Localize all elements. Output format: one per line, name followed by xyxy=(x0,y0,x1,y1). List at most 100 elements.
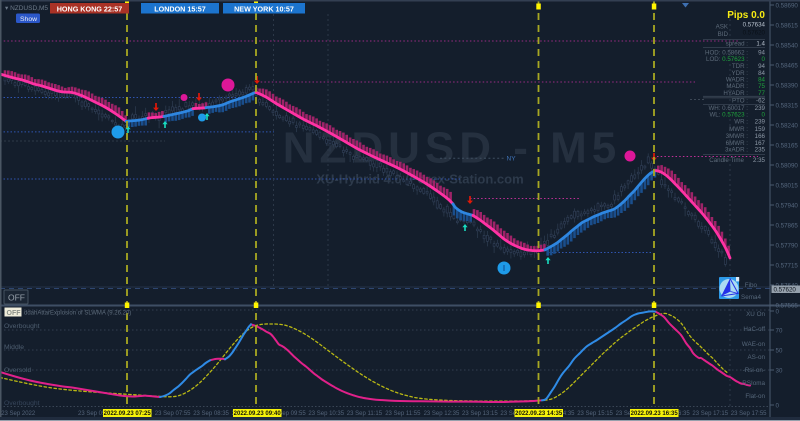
svg-text:Overbought: Overbought xyxy=(4,323,40,330)
svg-text:2022.09.23 14:35: 2022.09.23 14:35 xyxy=(515,411,563,417)
svg-text:0: 0 xyxy=(776,308,780,315)
svg-text:30: 30 xyxy=(776,367,783,374)
svg-text:HaC-off: HaC-off xyxy=(743,326,765,333)
svg-text:77: 77 xyxy=(758,90,765,97)
svg-text:ASK: ASK xyxy=(716,24,729,31)
svg-text:HONG KONG 22:57: HONG KONG 22:57 xyxy=(57,4,123,13)
svg-text:23 Sep 17:15: 23 Sep 17:15 xyxy=(692,411,728,417)
svg-text:NZDUSD - M5: NZDUSD - M5 xyxy=(283,124,622,173)
svg-text:0.57565: 0.57565 xyxy=(776,302,799,309)
svg-text:Overbought: Overbought xyxy=(4,400,40,407)
svg-text:0.57620: 0.57620 xyxy=(774,287,797,294)
svg-text:Flat-on: Flat-on xyxy=(745,393,765,400)
svg-text:PTO :: PTO : xyxy=(732,97,748,104)
svg-text:0.57865: 0.57865 xyxy=(776,222,799,229)
svg-text:0.58015: 0.58015 xyxy=(776,182,799,189)
svg-text:Middle: Middle xyxy=(4,344,24,351)
svg-text:50: 50 xyxy=(776,347,783,354)
svg-text:Oversold: Oversold xyxy=(4,367,31,374)
svg-text:WR :: WR : xyxy=(734,119,748,126)
svg-text:23 Sep 15:15: 23 Sep 15:15 xyxy=(577,411,613,417)
svg-text:0.58465: 0.58465 xyxy=(776,62,799,69)
svg-text:0.58315: 0.58315 xyxy=(776,102,799,109)
svg-text:0: 0 xyxy=(762,56,766,63)
svg-text:2022.09.23 09:40: 2022.09.23 09:40 xyxy=(234,411,282,417)
svg-text:23 Sep 10:35: 23 Sep 10:35 xyxy=(308,411,344,417)
svg-text:▾ NZDUSD,M5: ▾ NZDUSD,M5 xyxy=(5,5,48,12)
svg-text:BID: BID xyxy=(718,31,729,38)
svg-text:WL: 0.57623 :: WL: 0.57623 : xyxy=(709,112,748,119)
svg-text:23 Sep 09:55: 23 Sep 09:55 xyxy=(270,411,306,417)
svg-text:23 Sep 2022: 23 Sep 2022 xyxy=(1,411,36,417)
svg-text:0.58390: 0.58390 xyxy=(776,82,799,89)
svg-text:23 Sep 17:55: 23 Sep 17:55 xyxy=(731,411,767,417)
svg-text:0: 0 xyxy=(776,402,780,409)
svg-text:167: 167 xyxy=(755,140,766,147)
svg-text:23 Sep 11:55: 23 Sep 11:55 xyxy=(385,411,421,417)
svg-text:0.57634: 0.57634 xyxy=(743,22,766,29)
svg-text:WAE-on: WAE-on xyxy=(742,341,766,348)
svg-text:TDR :: TDR : xyxy=(732,63,748,70)
svg-text:-62: -62 xyxy=(756,97,766,104)
svg-text:spread :: spread : xyxy=(726,41,749,48)
svg-text:0.58165: 0.58165 xyxy=(776,142,799,149)
svg-text:70: 70 xyxy=(776,327,783,334)
svg-text:Fibo: Fibo xyxy=(745,282,758,289)
svg-text:0.57715: 0.57715 xyxy=(776,262,799,269)
svg-text:Pips 0.0: Pips 0.0 xyxy=(727,10,765,21)
svg-text:0.57620: 0.57620 xyxy=(743,30,766,37)
svg-text:WH: 0.60017 :: WH: 0.60017 : xyxy=(708,105,748,112)
svg-text:LOD: 0.57623 :: LOD: 0.57623 : xyxy=(706,56,748,63)
svg-text:84: 84 xyxy=(758,77,765,84)
svg-text:WADR :: WADR : xyxy=(726,77,748,84)
svg-text:-Rsi-on-: -Rsi-on- xyxy=(743,367,765,374)
svg-text:Show: Show xyxy=(20,16,37,23)
svg-text:166: 166 xyxy=(755,133,766,140)
svg-text:0.57790: 0.57790 xyxy=(776,242,799,249)
svg-text:94: 94 xyxy=(758,63,765,70)
svg-text:HOD: 0.58662 :: HOD: 0.58662 : xyxy=(705,49,748,56)
svg-text:Sema4: Sema4 xyxy=(741,294,761,301)
svg-text:84: 84 xyxy=(758,70,765,77)
svg-text:1.4: 1.4 xyxy=(756,41,765,48)
svg-text:HYADR :: HYADR : xyxy=(723,90,748,97)
svg-text:2022.09.23 16:35: 2022.09.23 16:35 xyxy=(631,411,679,417)
svg-text:239: 239 xyxy=(755,105,766,112)
svg-text:0.57940: 0.57940 xyxy=(776,202,799,209)
svg-text:RSIoma: RSIoma xyxy=(742,380,765,387)
svg-text:LONDON 15:57: LONDON 15:57 xyxy=(154,4,206,13)
svg-text:NY: NY xyxy=(507,156,517,163)
svg-text:235: 235 xyxy=(755,147,766,154)
svg-text:XU On: XU On xyxy=(746,311,765,318)
svg-text:23 Sep 12:35: 23 Sep 12:35 xyxy=(424,411,460,417)
svg-text:94: 94 xyxy=(758,49,765,56)
svg-text:0.58090: 0.58090 xyxy=(776,162,799,169)
svg-text:23 Sep 05:55: 23 Sep 05:55 xyxy=(78,411,114,417)
svg-text:3xADR :: 3xADR : xyxy=(725,147,748,154)
svg-text:ddahAttarExplosion of SLWMA (9: ddahAttarExplosion of SLWMA (9.26.20) xyxy=(24,311,131,317)
svg-text:NEW YORK 10:57: NEW YORK 10:57 xyxy=(234,4,294,13)
svg-text:239: 239 xyxy=(755,119,766,126)
svg-text:YDR :: YDR : xyxy=(731,70,748,77)
svg-text:75: 75 xyxy=(758,83,765,90)
svg-text:0.58540: 0.58540 xyxy=(776,42,799,49)
svg-text:0.58615: 0.58615 xyxy=(776,22,799,29)
svg-text:MWR :: MWR : xyxy=(729,126,748,133)
svg-text:6MWR :: 6MWR : xyxy=(726,140,749,147)
svg-text:23 Sep 08:35: 23 Sep 08:35 xyxy=(193,411,229,417)
svg-text:23 Sep 11:15: 23 Sep 11:15 xyxy=(347,411,383,417)
svg-text:Candle Time: Candle Time xyxy=(709,157,744,164)
svg-text:2:35: 2:35 xyxy=(753,157,766,164)
svg-text:0: 0 xyxy=(762,112,766,119)
svg-text:23 Sep 13:15: 23 Sep 13:15 xyxy=(462,411,498,417)
svg-text:OFF: OFF xyxy=(8,293,25,303)
svg-text:2022.09.23 07:25: 2022.09.23 07:25 xyxy=(104,411,152,417)
svg-text:23 Sep 07:55: 23 Sep 07:55 xyxy=(155,411,191,417)
svg-text:0.58690: 0.58690 xyxy=(776,2,799,9)
svg-text:159: 159 xyxy=(755,126,766,133)
svg-text:3MWR :: 3MWR : xyxy=(726,133,749,140)
svg-text:AS-on: AS-on xyxy=(747,354,765,361)
svg-text:0.58240: 0.58240 xyxy=(776,122,799,129)
svg-text:OFF: OFF xyxy=(7,310,22,317)
svg-text:MADR :: MADR : xyxy=(726,83,748,90)
